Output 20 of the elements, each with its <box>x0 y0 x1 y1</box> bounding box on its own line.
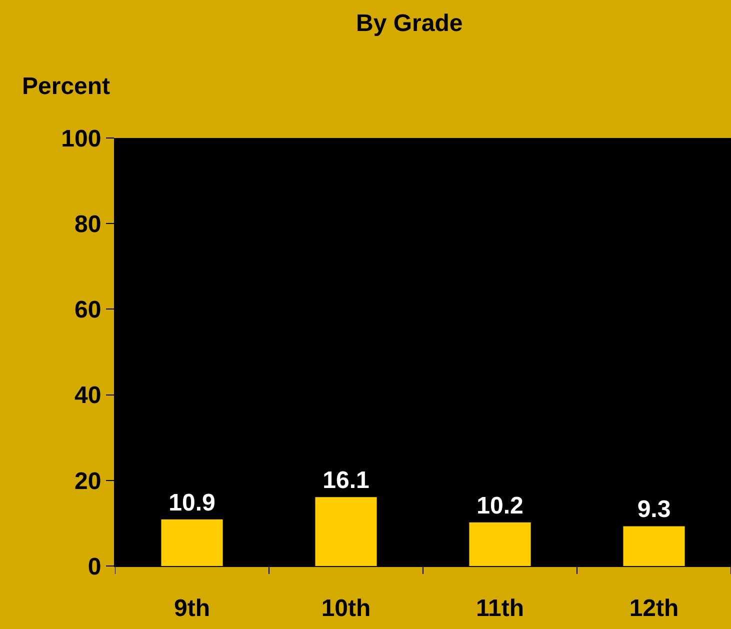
y-tick-label: 0 <box>88 553 102 580</box>
y-tick-label: 100 <box>61 125 102 152</box>
bar <box>469 522 531 566</box>
y-tick-label: 20 <box>74 468 102 495</box>
y-axis-title: Percent <box>22 73 110 100</box>
y-tick-label: 80 <box>74 211 102 238</box>
x-tick-label: 11th <box>476 594 524 622</box>
data-label: 10.9 <box>168 489 216 516</box>
bar <box>623 526 685 566</box>
data-label: 10.2 <box>476 492 524 520</box>
y-tick-label: 40 <box>74 382 102 410</box>
y-tick-label: 60 <box>74 296 102 324</box>
x-tick-label: 10th <box>321 594 371 622</box>
x-tick-label: 12th <box>629 594 679 622</box>
data-label: 9.3 <box>637 496 671 524</box>
data-label: 16.1 <box>322 467 370 494</box>
bar <box>315 497 377 566</box>
chart-title: By Grade <box>356 10 463 37</box>
x-tick-label: 9th <box>174 594 210 622</box>
bar <box>161 519 223 566</box>
